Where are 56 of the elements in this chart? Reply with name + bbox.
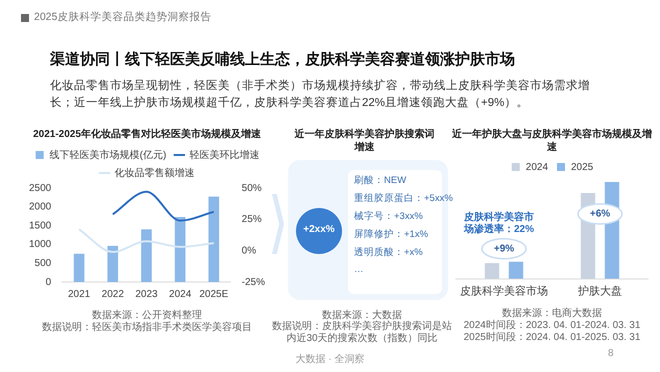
bar xyxy=(208,196,220,282)
text: 8 xyxy=(608,348,614,359)
y-tick-label: 500 xyxy=(34,258,52,269)
chart-title: 2021-2025年化妆品零售对比轻医美市场规模及增速 xyxy=(32,128,262,141)
y2-tick-label: 0% xyxy=(242,245,256,256)
line-series xyxy=(112,190,215,222)
legend-label: 轻医美环比增速 xyxy=(189,148,260,161)
text: 械字号：+3xx% xyxy=(354,210,423,223)
y2-tick-label: -25% xyxy=(242,276,266,288)
text: 渠道协同丨线下轻医美反哺线上生态，皮肤科学美容赛道领涨护肤市场 xyxy=(50,50,515,69)
x-tick-label: 2024 xyxy=(169,288,192,300)
text: 屏障修护：+1x% xyxy=(354,228,428,241)
legend-label: 2024 xyxy=(526,162,548,173)
y2-tick-label: 25% xyxy=(242,214,262,226)
text: 化妆品零售市场呈现韧性，轻医美（非手术类）市场规模持续扩容，带动线上皮肤科学美容市场需求增长；近一年线上护肤市场规模超千亿，皮肤科学美容赛道占22%且增速领跑大盘（+9%）。 xyxy=(50,78,591,111)
x-tick-label: 2022 xyxy=(102,288,124,300)
text: 大数据 · 全洞察 xyxy=(296,354,364,365)
text: 刷酸：NEW xyxy=(354,174,406,187)
source-note: 数据来源：公开资料整理 xyxy=(91,308,203,322)
bar xyxy=(141,229,152,282)
source-note: 数据来源：电商大数据 xyxy=(501,306,603,320)
annotation: +9% xyxy=(494,244,514,255)
bar xyxy=(174,216,186,282)
x-tick-label: 护肤大盘 xyxy=(577,284,622,298)
legend-label: 线下轻医美市场规模(亿元) xyxy=(50,148,166,161)
legend-label: 2025 xyxy=(571,162,594,173)
annotation: 皮肤科学美容市场渗透率：22% xyxy=(464,212,534,236)
text: 数据说明：轻医美市场指非手术类医学美容项目 xyxy=(41,320,253,334)
annotation: +6% xyxy=(590,208,610,220)
bar xyxy=(484,263,500,279)
bar xyxy=(508,262,524,279)
y-tick-label: 0 xyxy=(46,276,52,288)
x-tick-label: 2021 xyxy=(68,288,91,300)
x-tick-label: 2023 xyxy=(135,288,158,300)
text: 2025皮肤科学美容品类趋势洞察报告 xyxy=(34,10,212,24)
legend-label: 化妆品零售额增速 xyxy=(114,166,194,179)
x-tick-label: 皮肤科学美容市场 xyxy=(460,284,548,298)
text: 数据说明：皮肤科学美容护肤搜索词是站内近30天的搜索次数（指数）同比 xyxy=(272,321,452,345)
y-tick-label: 2000 xyxy=(28,202,52,213)
y-tick-label: 2500 xyxy=(28,182,52,194)
y-tick-label: 1500 xyxy=(28,220,52,232)
y-tick-label: 1000 xyxy=(28,239,52,250)
source-note: 数据来源：大数据 xyxy=(321,308,402,321)
line-series xyxy=(78,228,215,253)
text: 2025时间段：2024. 04. 01-2025. 03. 31 xyxy=(462,330,642,344)
x-tick-label: 2025E xyxy=(199,288,229,300)
text: +2xx% xyxy=(302,224,336,235)
text: 重组胶原蛋白：+5xx% xyxy=(354,192,453,205)
bar xyxy=(107,246,118,282)
text: 透明质酸：+x% xyxy=(354,246,423,259)
bar xyxy=(74,254,84,282)
text: 2024时间段：2023. 04. 01-2024. 03. 31 xyxy=(462,318,642,332)
text: 近一年皮肤科学美容护肤搜索词增速 xyxy=(294,128,436,154)
text: … xyxy=(354,264,364,275)
chart-title: 近一年护肤大盘与皮肤科学美容市场规模及增速 xyxy=(452,128,652,154)
y2-tick-label: 50% xyxy=(242,182,262,194)
